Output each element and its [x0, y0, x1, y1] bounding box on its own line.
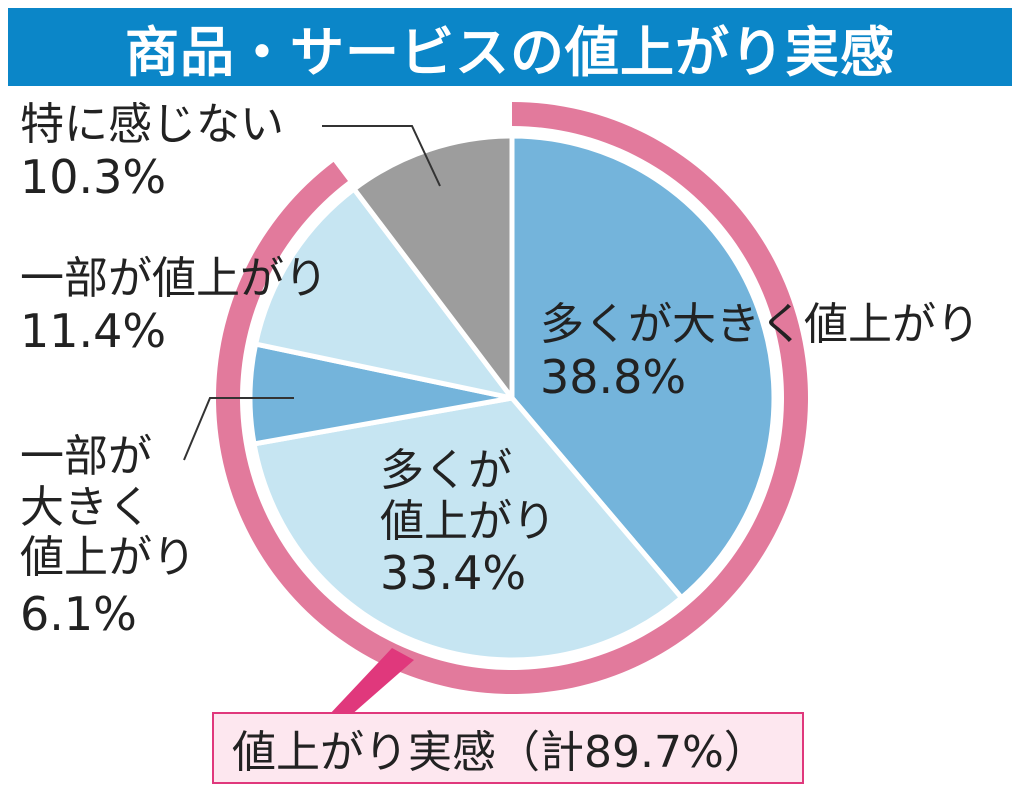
leader-line-not-particularly — [322, 125, 441, 187]
label-percent: 11.4% — [20, 303, 167, 358]
leader-line-some-big-increase — [183, 397, 294, 461]
label-name: 特に感じない — [20, 99, 284, 150]
summary-box: 値上がり実感（計89.7%） — [212, 712, 804, 784]
label-many-big-increase: 多くが大きく値上がり 38.8% — [540, 299, 980, 404]
leader-layer — [183, 125, 441, 716]
pie-slice-3 — [253, 186, 515, 401]
label-name: 多くが大きく値上がり — [540, 299, 980, 350]
label-name-2: 大きく — [20, 481, 152, 533]
pie-slice-4 — [351, 133, 515, 401]
slice-layer — [247, 133, 777, 663]
pie-slice-1 — [251, 395, 685, 663]
summary-text: 値上がり実感（計89.7%） — [232, 727, 768, 778]
chart-title: 商品・サービスの値上がり実感 — [125, 20, 895, 84]
summary-pointer — [328, 648, 414, 716]
label-name: 多くが — [380, 445, 512, 496]
title-bar: 商品・サービスの値上がり実感 — [8, 8, 1012, 86]
label-percent: 10.3% — [20, 149, 167, 204]
label-percent: 33.4% — [380, 546, 527, 601]
label-not-particularly: 特に感じない 10.3% — [20, 99, 284, 204]
label-name-2: 値上がり — [380, 495, 556, 547]
pie-slice-0 — [509, 133, 777, 601]
label-name-3: 値上がり — [20, 532, 196, 584]
label-some-big-increase: 一部が 大きく 値上がり 6.1% — [20, 431, 196, 641]
label-many-increase: 多くが 値上がり 33.4% — [380, 445, 556, 601]
label-percent: 6.1% — [20, 586, 137, 641]
label-name: 一部が値上がり — [20, 253, 328, 304]
label-some-increase: 一部が値上がり 11.4% — [20, 253, 328, 358]
label-percent: 38.8% — [540, 349, 687, 404]
label-name: 一部が — [20, 431, 152, 482]
